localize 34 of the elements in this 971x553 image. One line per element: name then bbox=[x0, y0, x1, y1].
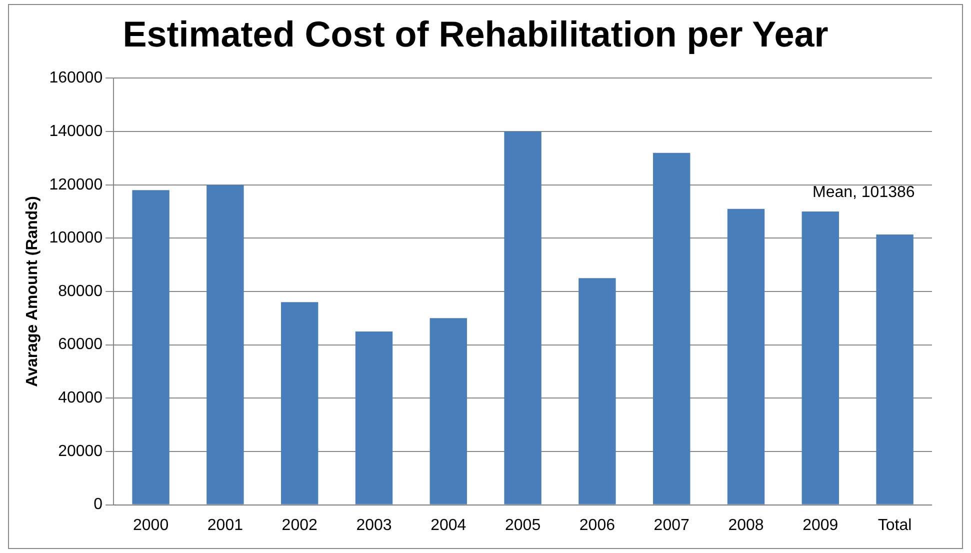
bar bbox=[132, 190, 170, 504]
y-tick-label: 40000 bbox=[58, 390, 103, 407]
y-tick-label: 60000 bbox=[58, 336, 103, 354]
bar bbox=[280, 302, 318, 504]
x-tick-label: 2008 bbox=[728, 516, 764, 534]
annotation: Mean, 101386 bbox=[812, 184, 915, 201]
chart-title: Estimated Cost of Rehabilitation per Year bbox=[122, 14, 828, 55]
y-tick-label: 80000 bbox=[58, 282, 103, 300]
x-tick-label: 2009 bbox=[802, 516, 838, 534]
bar bbox=[504, 132, 542, 504]
bar bbox=[206, 184, 244, 504]
x-tick-label: 2002 bbox=[282, 516, 318, 534]
bar bbox=[727, 208, 765, 504]
y-axis-title: Avarage Amount (Rands) bbox=[24, 196, 42, 387]
bar bbox=[802, 212, 839, 504]
bar bbox=[355, 331, 393, 504]
x-tick-label: 2000 bbox=[132, 516, 169, 534]
bar bbox=[876, 234, 914, 504]
y-tick-label: 20000 bbox=[58, 442, 103, 460]
y-tick-label: 120000 bbox=[49, 176, 103, 194]
x-tick-label: 2001 bbox=[207, 516, 244, 534]
x-tick-label: 2003 bbox=[356, 516, 392, 534]
x-tick-label: 2006 bbox=[579, 516, 616, 534]
x-tick-label: Total bbox=[878, 516, 912, 534]
x-tick-label: 2004 bbox=[430, 516, 466, 534]
y-tick-label: 160000 bbox=[49, 70, 103, 87]
x-tick-label: 2005 bbox=[505, 516, 541, 534]
y-tick-label: 100000 bbox=[49, 230, 103, 247]
x-tick-label: 2007 bbox=[654, 516, 690, 534]
y-tick-label: 140000 bbox=[49, 122, 103, 140]
bar bbox=[578, 278, 616, 504]
y-tick-label: 0 bbox=[94, 496, 103, 514]
bar bbox=[652, 152, 690, 504]
bar bbox=[430, 318, 467, 504]
